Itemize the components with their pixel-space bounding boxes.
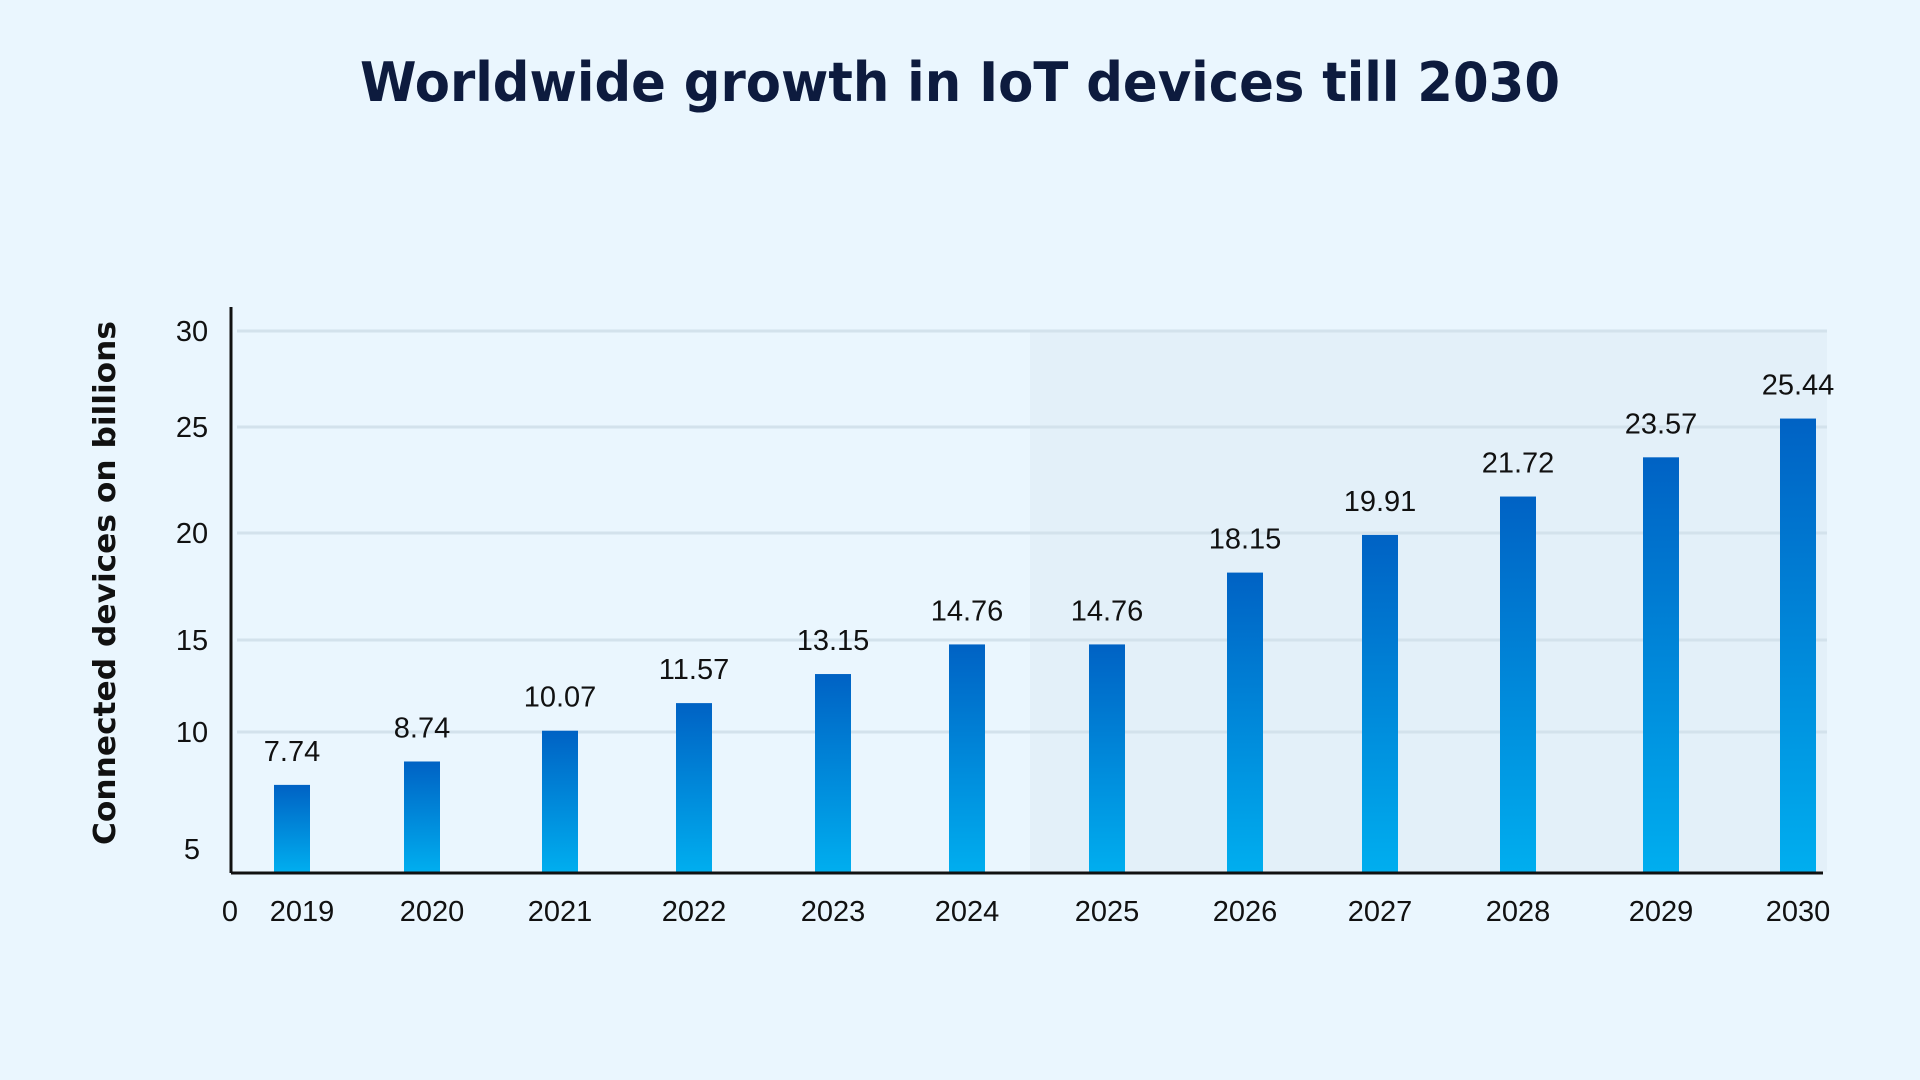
data-label-2020: 8.74 [394,712,450,744]
x-tick-label-2022: 2022 [662,896,727,928]
bar-2021 [542,730,578,872]
x-tick-label-2019: 2019 [270,896,335,928]
y-tick-label: 0 [222,896,238,928]
data-label-2025: 14.76 [1071,595,1144,627]
data-label-2022: 11.57 [659,654,729,686]
y-tick-labels: 05 10 15 20 25 30 [176,316,238,928]
bar-2029 [1643,457,1679,872]
y-tick-label: 10 [176,717,208,749]
data-label-2021: 10.07 [524,682,597,714]
bar-2023 [815,674,851,872]
chart-title: Worldwide growth in IoT devices till 203… [360,51,1560,114]
y-tick-label: 30 [176,316,208,348]
y-tick-label: 5 [184,834,200,866]
bar-2020 [404,761,440,872]
bar-2030 [1780,418,1816,872]
x-tick-label-2028: 2028 [1486,896,1551,928]
bar-2022 [676,703,712,872]
x-tick-label-2029: 2029 [1629,896,1694,928]
data-label-2024: 14.76 [931,595,1004,627]
y-tick-label: 15 [176,625,208,657]
bar-2019 [274,784,310,872]
x-tick-label-2021: 2021 [528,896,593,928]
data-label-2023: 13.15 [797,625,870,657]
forecast-highlight-region [1030,331,1827,872]
x-tick-label-2020: 2020 [400,896,465,928]
bars: 7.74 8.74 10.07 11.57 13.15 14.76 14.76 18.15 19… [264,370,1835,872]
data-label-2030: 25.44 [1762,370,1835,402]
x-tick-label-2023: 2023 [801,896,866,928]
x-tick-label-2025: 2025 [1075,896,1140,928]
x-tick-label-2030: 2030 [1766,896,1831,928]
bar-2026 [1227,572,1263,872]
bar-2025 [1089,644,1125,872]
data-label-2028: 21.72 [1482,448,1555,480]
x-tick-label-2026: 2026 [1213,896,1278,928]
data-label-2027: 19.91 [1344,486,1417,518]
data-label-2019: 7.74 [264,736,320,768]
y-axis-label: Connected devices on billions [88,321,123,845]
bar-2028 [1500,496,1536,872]
y-tick-label: 25 [176,412,208,444]
bar-2027 [1362,534,1398,872]
bar-2024 [949,644,985,872]
x-tick-label-2024: 2024 [935,896,1000,928]
data-label-2026: 18.15 [1209,524,1282,556]
y-tick-label: 20 [176,518,208,550]
gridlines [237,329,1827,734]
x-tick-labels: 2019 2020 2021 2022 2023 2024 2025 2026 2027 2028… [270,896,1831,928]
x-tick-label-2027: 2027 [1348,896,1413,928]
data-label-2029: 23.57 [1625,408,1698,440]
